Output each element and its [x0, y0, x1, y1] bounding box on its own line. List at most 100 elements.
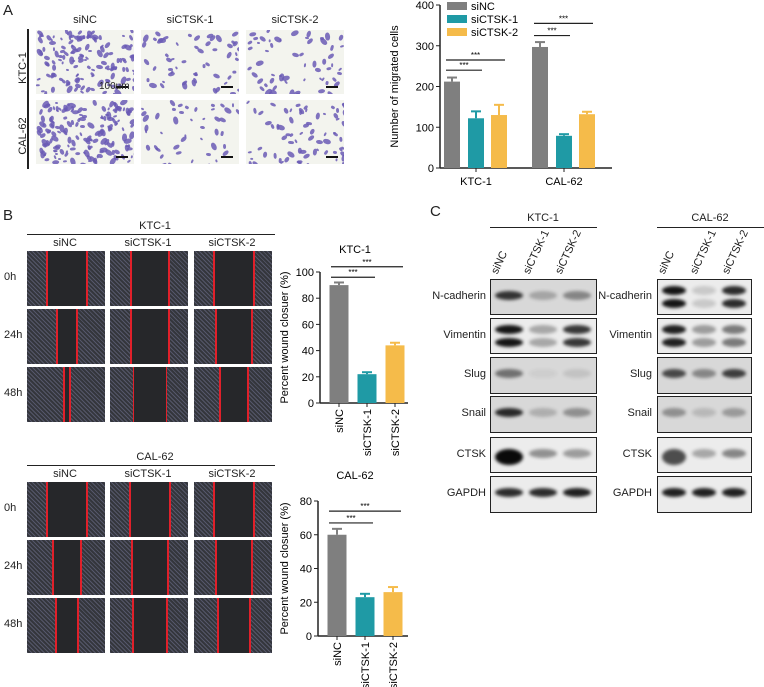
panel-label-a: A: [3, 2, 14, 19]
microscopy-image: [246, 30, 344, 94]
wound-image: [110, 482, 188, 537]
protein-label: CTSK: [456, 448, 486, 460]
protein-band: [722, 325, 746, 334]
scale-bar: [116, 156, 128, 158]
protein-band: [722, 488, 746, 497]
y-axis-label: Percent wound closuer (%): [279, 271, 291, 403]
scale-bar-label: 100um: [99, 81, 130, 92]
protein-band: [722, 286, 746, 295]
y-axis-label: Percent wound closuer (%): [279, 502, 291, 634]
scale-bar: [116, 86, 128, 88]
protein-label: N-cadherin: [432, 290, 486, 302]
protein-band: [563, 325, 591, 334]
blot-box: [490, 437, 597, 473]
wound-image: [27, 598, 105, 653]
blot-box: [657, 437, 752, 473]
protein-band: [662, 338, 686, 347]
wound-edge-line: [169, 482, 171, 537]
x-tick-label: CAL-62: [545, 176, 582, 188]
protein-band: [662, 325, 686, 334]
protein-band: [692, 299, 716, 308]
significance-label: ***: [360, 502, 369, 511]
microscopy-image: [36, 30, 134, 94]
legend-swatch: [447, 15, 467, 23]
y-tick-label: 100: [296, 267, 314, 279]
protein-band: [563, 488, 591, 497]
wound-image: [194, 367, 272, 422]
wound-edge-line: [56, 309, 58, 364]
protein-band: [495, 408, 523, 417]
y-tick-label: 20: [300, 597, 312, 609]
protein-band: [722, 338, 746, 347]
wound-image: [110, 367, 188, 422]
bar: [355, 597, 375, 636]
wound-image: [27, 309, 105, 364]
x-tick-label: KTC-1: [460, 176, 492, 188]
col-label: siCTSK-1: [166, 14, 214, 26]
wound-edge-line: [46, 251, 48, 306]
blot-box: [657, 476, 752, 513]
block-title: KTC-1: [139, 220, 171, 232]
protein-band: [662, 408, 686, 417]
wound-image: [27, 367, 105, 422]
microscopy-image: [36, 100, 134, 164]
legend-label: siCTSK-2: [471, 27, 518, 39]
panel-label-b: B: [3, 207, 14, 224]
wound-edge-line: [217, 598, 219, 653]
title-underline: [490, 227, 597, 228]
significance-label: ***: [459, 61, 468, 70]
y-tick-label: 400: [416, 0, 434, 12]
blot-box: [657, 318, 752, 354]
col-label: siCTSK-2: [208, 468, 256, 480]
blot-title: CAL-62: [691, 212, 729, 224]
wound-edge-line: [251, 540, 253, 595]
protein-band: [662, 286, 686, 295]
protein-band: [495, 291, 523, 300]
blot-title: KTC-1: [527, 212, 559, 224]
protein-band: [662, 299, 686, 308]
protein-band: [563, 291, 591, 300]
row-label: KTC-1: [17, 52, 29, 84]
microscopy-image: [246, 100, 344, 164]
wound-edge-line: [63, 367, 65, 422]
protein-label: Slug: [629, 368, 652, 380]
wound-edge-line: [52, 540, 54, 595]
scale-bar: [326, 156, 338, 158]
wound-image: [110, 309, 188, 364]
protein-band: [529, 291, 557, 300]
bar: [532, 46, 548, 168]
wound-image: [110, 540, 188, 595]
row-label: CAL-62: [17, 117, 29, 155]
protein-band: [529, 325, 557, 334]
protein-band: [529, 369, 557, 378]
protein-band: [529, 449, 557, 458]
y-tick-label: 100: [416, 122, 434, 134]
wound-edge-line: [129, 482, 131, 537]
wound-edge-line: [215, 540, 217, 595]
wound-edge-line: [219, 367, 221, 422]
protein-band: [662, 488, 686, 497]
wound-edge-line: [132, 598, 134, 653]
wound-edge-line: [168, 309, 170, 364]
scale-bar: [326, 86, 338, 88]
x-tick-label: siCTSK-2: [390, 409, 402, 456]
blot-box: [657, 279, 752, 315]
protein-band: [692, 369, 716, 378]
x-tick-label: siNC: [332, 642, 344, 666]
bar: [468, 118, 484, 168]
y-tick-label: 60: [300, 530, 312, 542]
title-underline: [27, 234, 275, 235]
wound-image: [194, 482, 272, 537]
wound-edge-line: [86, 251, 88, 306]
protein-band: [495, 488, 523, 497]
protein-band: [563, 449, 591, 458]
col-label: siNC: [53, 237, 77, 249]
y-tick-label: 40: [300, 564, 312, 576]
protein-label: CTSK: [622, 448, 652, 460]
microscopy-image: [141, 100, 239, 164]
protein-band: [563, 338, 591, 347]
wound-edge-line: [80, 540, 82, 595]
legend-swatch: [447, 28, 467, 36]
time-label: 24h: [4, 329, 23, 341]
protein-band: [495, 338, 523, 347]
